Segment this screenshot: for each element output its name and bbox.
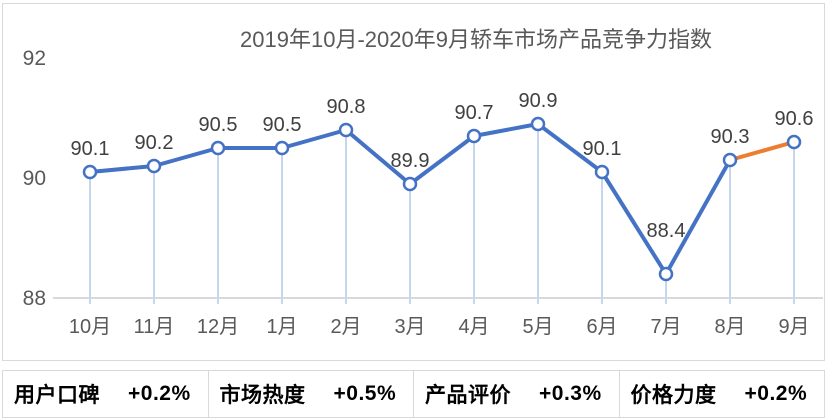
- data-point-marker: [722, 152, 738, 168]
- x-axis-label: 11月: [134, 316, 175, 338]
- data-point-marker: [82, 164, 98, 180]
- metrics-panel: 用户口碑 +0.2% 市场热度 +0.5% 产品评价 +0.3% 价格力度 +0…: [2, 370, 825, 418]
- metric-label: 市场热度: [219, 384, 306, 407]
- data-point-marker: [402, 176, 418, 192]
- metric-cell-user-reputation: 用户口碑 +0.2%: [3, 371, 208, 417]
- data-point-label: 90.7: [455, 102, 494, 124]
- data-point-label: 89.9: [391, 150, 430, 172]
- data-point-marker: [274, 140, 290, 156]
- data-point-marker: [786, 134, 802, 150]
- data-point-marker: [466, 128, 482, 144]
- x-axis-label: 6月: [586, 316, 617, 338]
- data-point-label: 90.6: [775, 108, 814, 130]
- data-point-label: 88.4: [647, 220, 686, 242]
- y-axis-label: 88: [23, 287, 46, 310]
- data-point-label: 90.9: [519, 90, 558, 112]
- metric-label: 价格力度: [630, 384, 717, 407]
- data-point-label: 90.8: [327, 96, 366, 118]
- data-point-label: 90.3: [711, 126, 750, 148]
- line-chart-canvas: 2019年10月-2020年9月轿车市场产品竞争力指数 90.1 90.2 90.5 9…: [23, 27, 823, 338]
- metric-cell-market-heat: 市场热度 +0.5%: [207, 371, 414, 417]
- x-axis-label: 1月: [266, 316, 297, 338]
- data-point-marker: [594, 164, 610, 180]
- x-axis-label: 5月: [522, 316, 553, 338]
- data-point-label: 90.1: [583, 138, 622, 160]
- metric-cell-product-evaluation: 产品评价 +0.3%: [413, 371, 619, 417]
- metric-value: +0.5%: [333, 382, 397, 405]
- competitiveness-index-chart: 2019年10月-2020年9月轿车市场产品竞争力指数 90.1 90.2 90.5 9…: [2, 3, 825, 361]
- highlight-segment: [728, 140, 796, 162]
- data-point-marker: [658, 266, 674, 282]
- x-axis-label: 4月: [458, 316, 489, 338]
- data-point-label: 90.2: [135, 132, 174, 154]
- metric-value: +0.2%: [744, 382, 808, 405]
- metric-cell-price-strength: 价格力度 +0.2%: [618, 371, 825, 417]
- metric-label: 产品评价: [425, 384, 511, 407]
- chart-title: 2019年10月-2020年9月轿车市场产品竞争力指数: [240, 27, 712, 52]
- x-axis-label: 12月: [197, 316, 239, 338]
- y-axis-label: 90: [23, 167, 46, 190]
- data-point-marker: [146, 158, 162, 174]
- metric-value: +0.3%: [539, 382, 602, 405]
- data-point-marker: [530, 116, 546, 132]
- x-axis-label: 8月: [714, 316, 745, 338]
- data-point-label: 90.1: [71, 138, 110, 160]
- metric-label: 用户口碑: [14, 384, 100, 407]
- x-axis-label: 7月: [650, 316, 681, 338]
- data-point-label: 90.5: [199, 114, 238, 136]
- x-axis-label: 10月: [69, 316, 111, 338]
- x-axis-label: 3月: [394, 316, 425, 338]
- x-axis-label: 2月: [330, 316, 361, 338]
- data-point-marker: [210, 140, 226, 156]
- y-axis-label: 92: [23, 47, 46, 70]
- metric-value: +0.2%: [128, 382, 191, 405]
- x-axis-label: 9月: [778, 316, 809, 338]
- data-point-label: 90.5: [263, 114, 302, 136]
- data-point-marker: [338, 122, 354, 138]
